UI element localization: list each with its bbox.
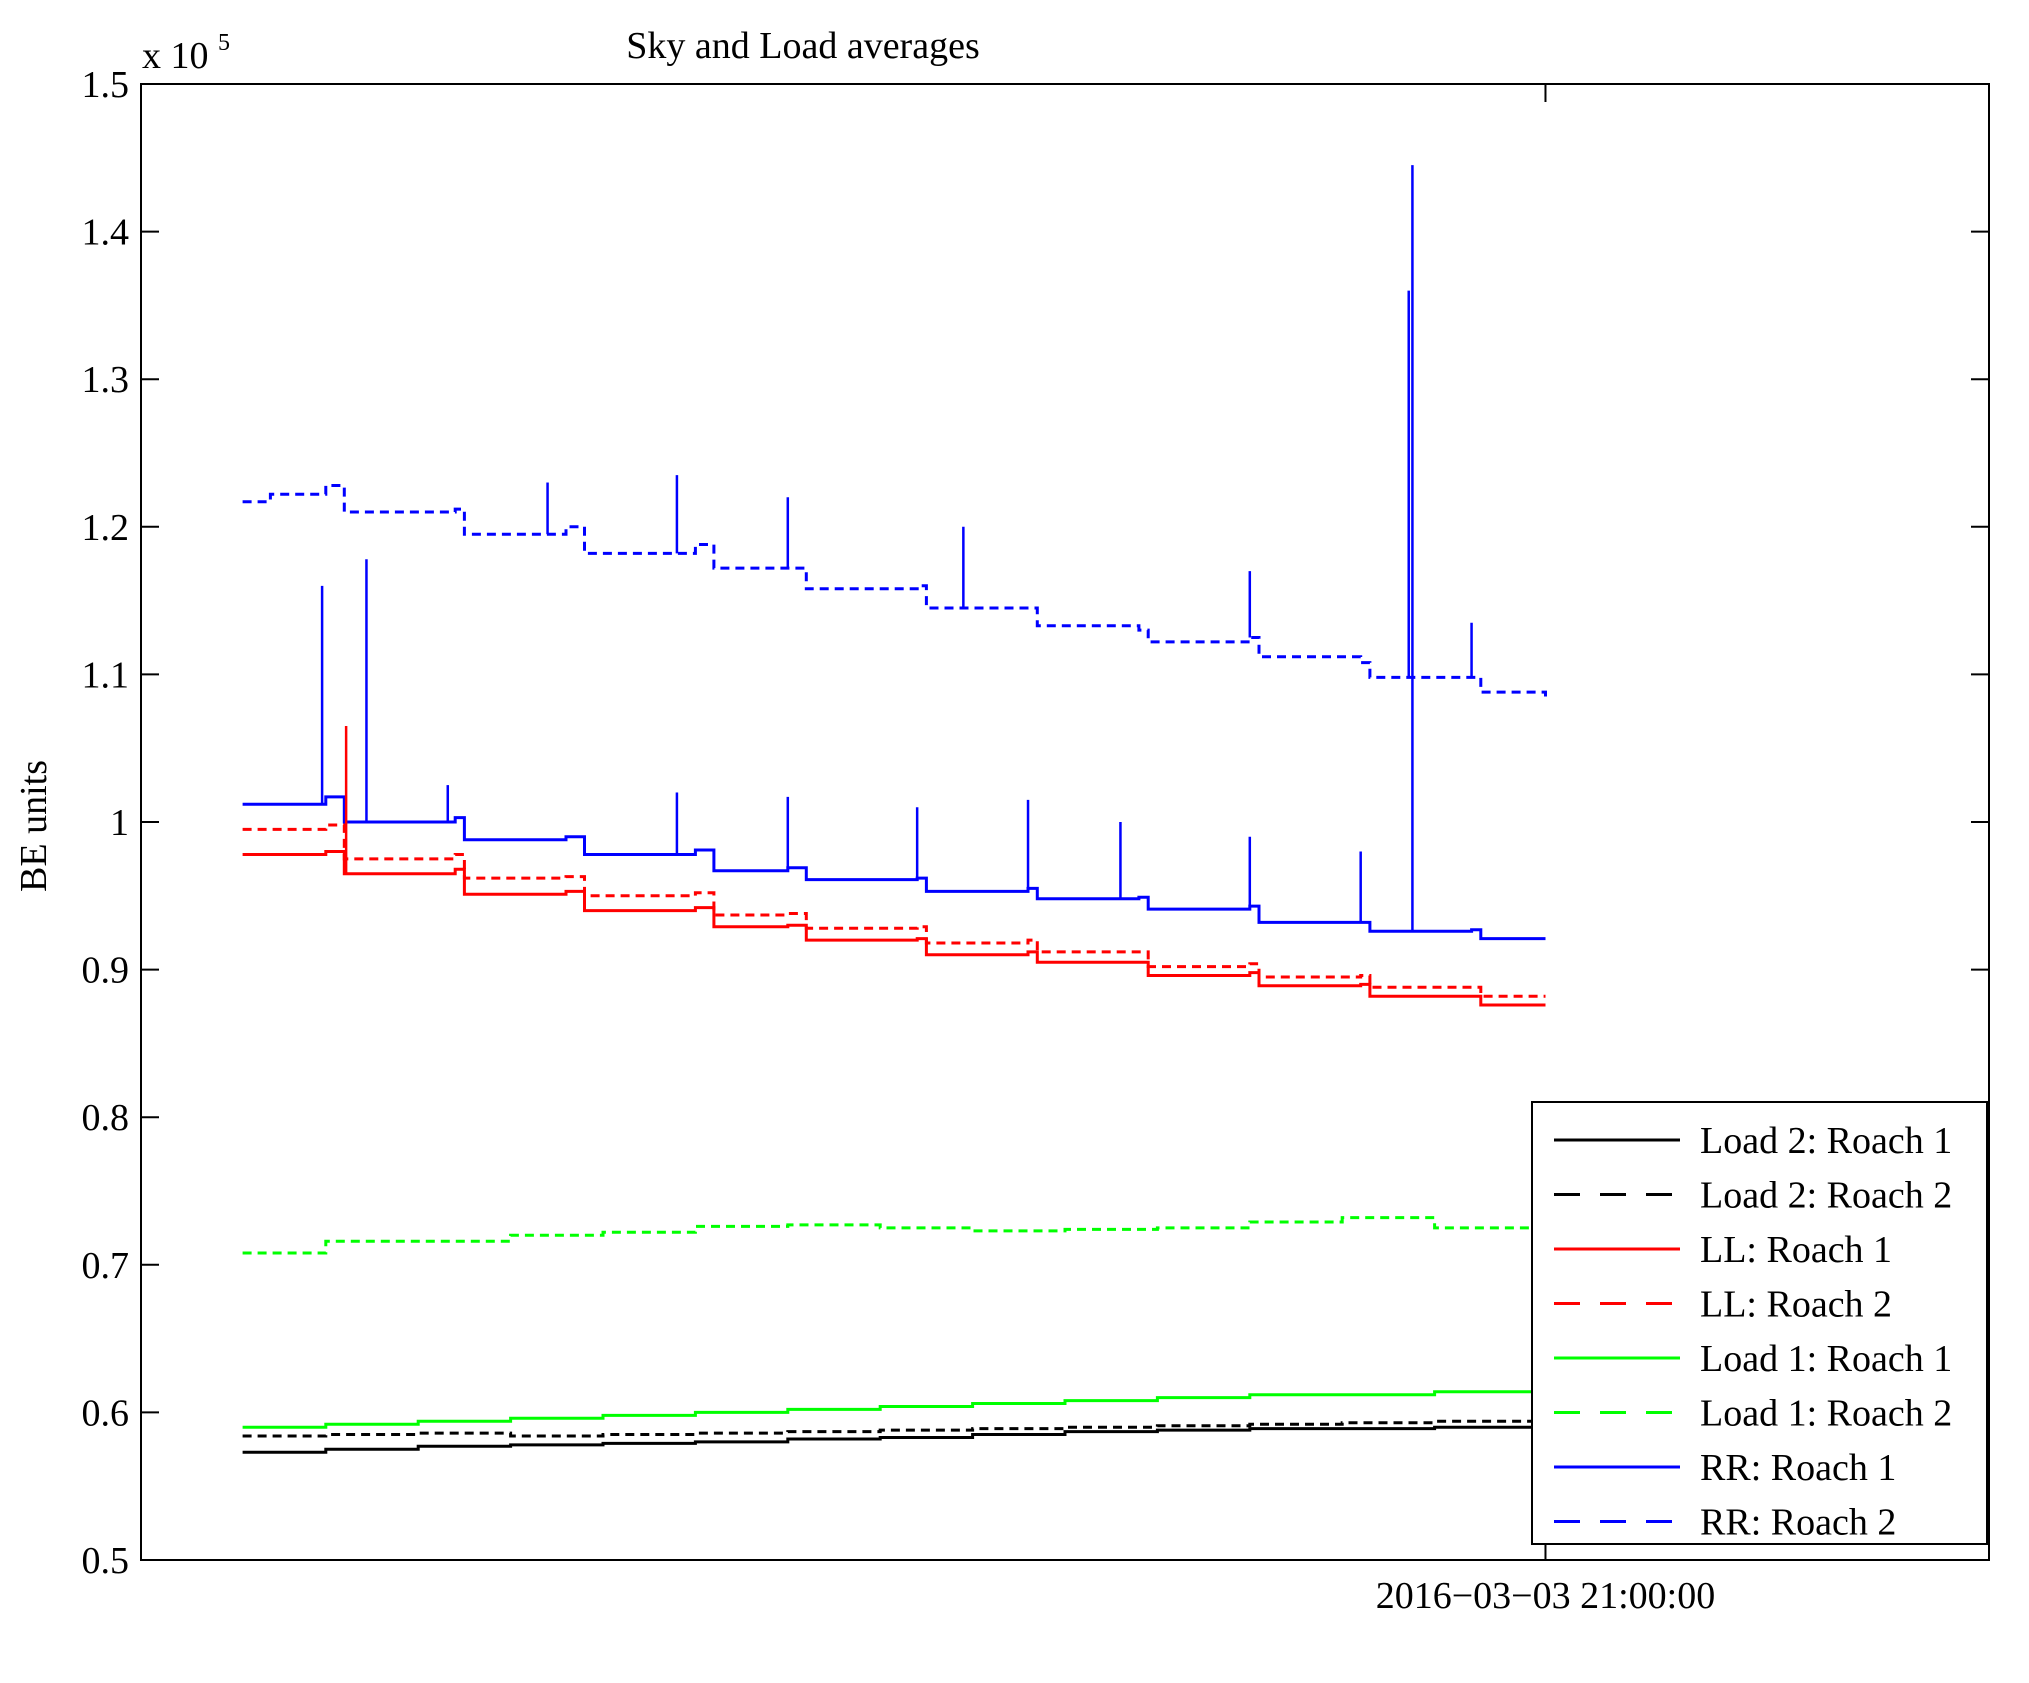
series-line-3 bbox=[242, 850, 1546, 1007]
legend-entry: LL: Roach 2 bbox=[1700, 1284, 1892, 1326]
y-tick-label: 1.4 bbox=[82, 212, 130, 254]
series-line-1 bbox=[242, 1424, 1547, 1454]
y-axis-label: BE units bbox=[13, 760, 55, 892]
axes: 0.5 0.6 0.7 0.8 0.9 1 1.1 1.2 1.3 1.4 1.5 2016−03−0… bbox=[82, 64, 1990, 1617]
series-line-4 bbox=[242, 823, 1546, 998]
legend-entry: RR: Roach 2 bbox=[1700, 1502, 1896, 1544]
y-tick-label: 0.9 bbox=[82, 950, 130, 992]
y-tick-label: 0.5 bbox=[82, 1540, 130, 1582]
y-tick-label: 1.5 bbox=[82, 64, 130, 106]
y-tick-label: 0.8 bbox=[82, 1097, 130, 1139]
y-tick-label: 1.2 bbox=[82, 507, 130, 549]
y-tick-label: 0.7 bbox=[82, 1245, 130, 1287]
series-line-8 bbox=[242, 484, 1547, 697]
legend-entry: Load 2: Roach 1 bbox=[1700, 1120, 1952, 1162]
x-tick-label: 2016−03−03 21:00:00 bbox=[1376, 1575, 1715, 1617]
legend-entry: Load 1: Roach 1 bbox=[1700, 1338, 1952, 1380]
y-tick-label: 1 bbox=[110, 802, 129, 844]
y-tick-label: 0.6 bbox=[82, 1392, 130, 1434]
y-exponent-label: x 10 5 bbox=[142, 30, 230, 77]
legend-entry: Load 1: Roach 2 bbox=[1700, 1393, 1952, 1435]
series-line-2 bbox=[242, 1418, 1547, 1438]
y-tick-label: 1.1 bbox=[82, 654, 130, 696]
legend: Load 2: Roach 1 Load 2: Roach 2 LL: Roach … bbox=[1531, 1101, 1988, 1545]
y-exponent-base: x 10 bbox=[142, 35, 209, 77]
legend-entry: RR: Roach 1 bbox=[1700, 1447, 1896, 1489]
series-line-7 bbox=[242, 795, 1546, 941]
legend-box bbox=[1531, 1101, 1988, 1545]
legend-entry: Load 2: Roach 2 bbox=[1700, 1175, 1952, 1217]
y-exponent-power: 5 bbox=[218, 30, 230, 56]
legend-entry: LL: Roach 1 bbox=[1700, 1229, 1892, 1271]
series-line-5 bbox=[242, 1390, 1547, 1429]
y-tick-label: 1.3 bbox=[82, 359, 130, 401]
series-line-6 bbox=[242, 1216, 1547, 1255]
plot-area bbox=[242, 165, 1547, 1454]
chart-title: Sky and Load averages bbox=[626, 25, 980, 67]
